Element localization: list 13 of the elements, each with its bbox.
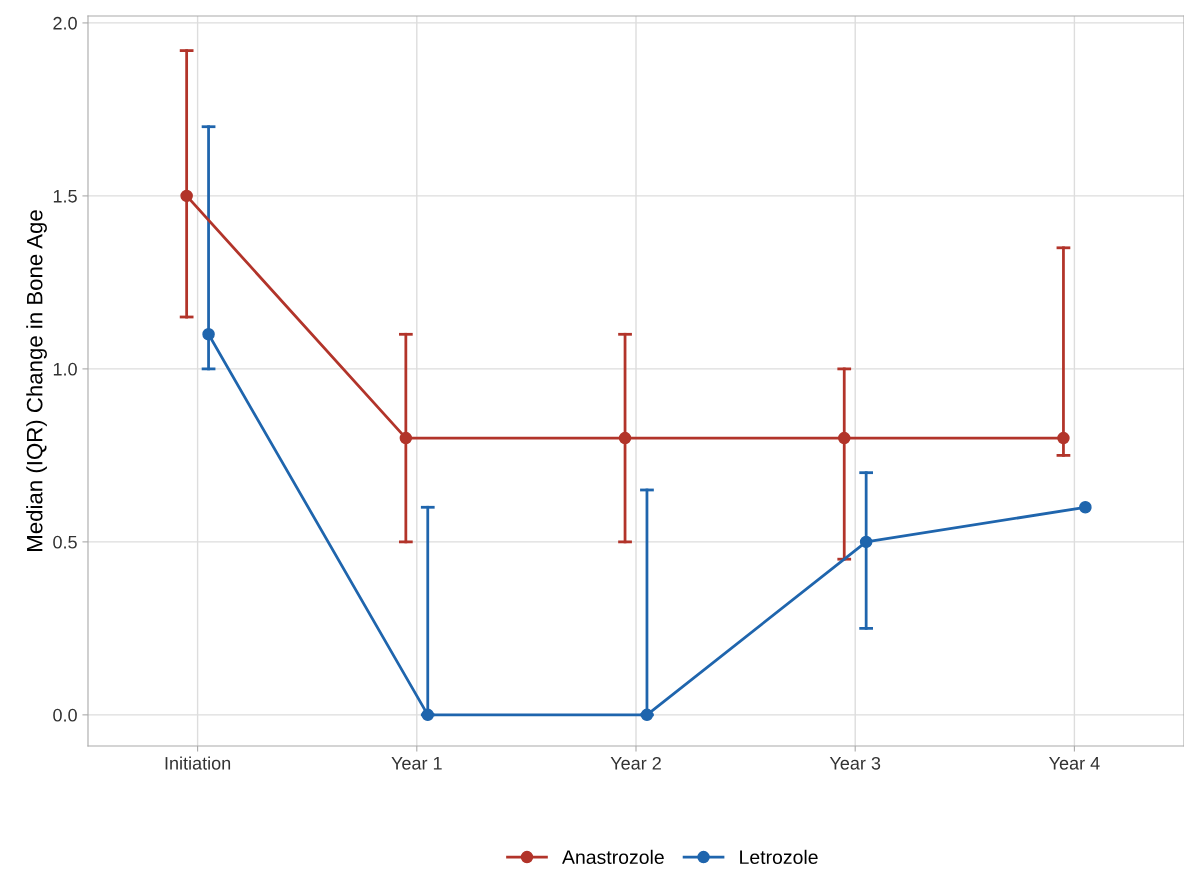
y-tick-label: 1.0	[53, 362, 77, 376]
y-tick-label: 0.0	[53, 708, 77, 722]
legend-label: Anastrozole	[562, 849, 664, 865]
legend-label: Letrozole	[740, 849, 818, 865]
y-tick-label: 0.5	[53, 535, 77, 549]
x-tick-label: Initiation	[165, 756, 231, 770]
y-tick-label: 1.5	[53, 190, 77, 203]
y-axis-title: Median (IQR) Change in Bone Age	[26, 210, 47, 551]
x-tick-label: Year 1	[391, 757, 442, 770]
x-tick-label: Year 2	[610, 756, 661, 770]
y-tick-label: 2.0	[53, 16, 77, 30]
x-tick-label: Year 4	[1049, 757, 1100, 770]
x-tick-label: Year 3	[829, 756, 881, 770]
